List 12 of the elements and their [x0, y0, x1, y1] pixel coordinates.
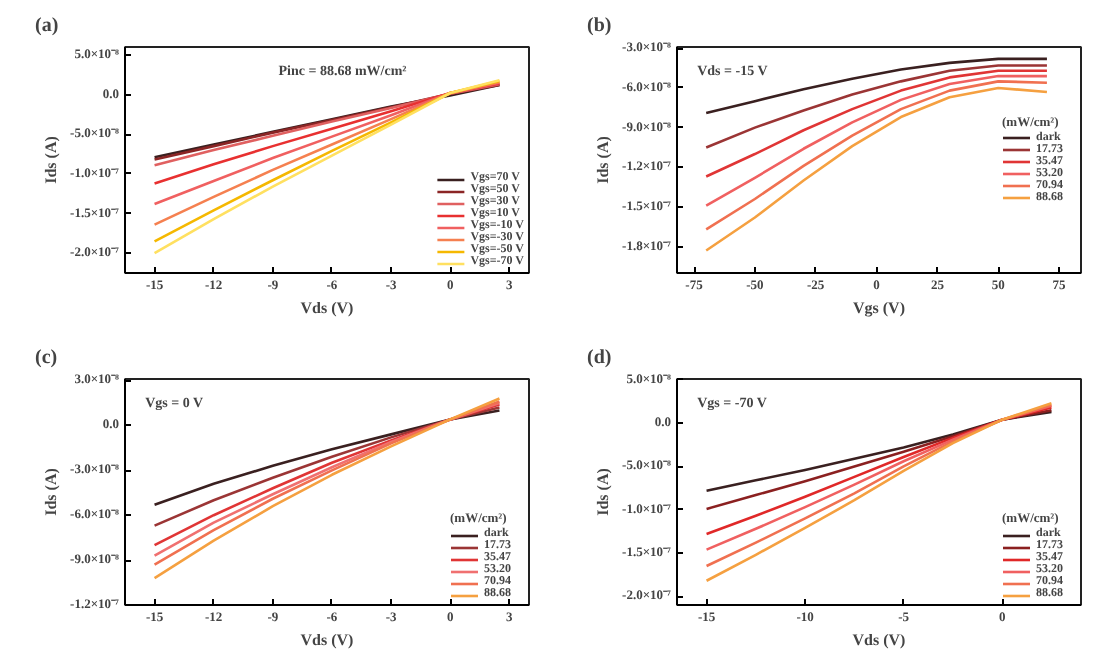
y-axis-title: Ids (A) [42, 467, 61, 516]
x-axis-title: Vds (V) [300, 631, 355, 649]
y-axis-title: Ids (A) [594, 467, 613, 516]
chart-title: (a) [35, 15, 59, 37]
y-axis-title: Ids (A) [42, 135, 61, 184]
x-axis-title: Vgs (V) [853, 299, 906, 317]
y-axis-title: Ids (A) [594, 135, 613, 184]
chart-title: (d) [587, 347, 612, 369]
x-axis-title: Vds (V) [852, 631, 907, 649]
chart-title: (b) [587, 15, 612, 37]
x-axis-title: Vds (V) [300, 299, 355, 317]
chart-title: (c) [35, 347, 58, 369]
